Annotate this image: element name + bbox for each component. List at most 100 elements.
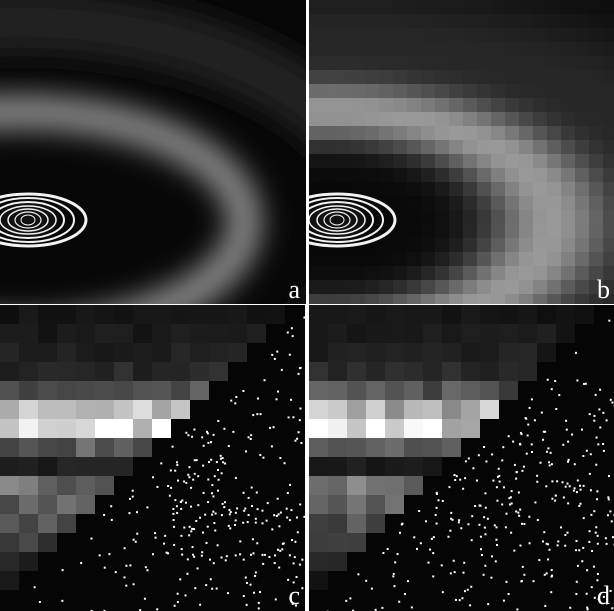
dot xyxy=(181,548,183,550)
dot xyxy=(176,512,178,514)
dot xyxy=(484,565,486,567)
block xyxy=(366,514,385,533)
dot xyxy=(365,580,367,582)
dot xyxy=(256,413,258,415)
dot xyxy=(202,465,204,467)
dot xyxy=(214,475,216,477)
dot xyxy=(275,598,277,600)
dot xyxy=(609,510,611,512)
dot xyxy=(125,585,127,587)
dot xyxy=(498,475,500,477)
pixel xyxy=(351,168,365,182)
dot xyxy=(544,574,546,576)
pixel xyxy=(561,168,575,182)
dot xyxy=(197,504,199,506)
pixel xyxy=(589,168,603,182)
pixel xyxy=(421,84,435,98)
pixel xyxy=(435,154,449,168)
dot xyxy=(278,567,280,569)
dot xyxy=(578,505,580,507)
dot xyxy=(587,608,589,610)
block xyxy=(328,324,347,343)
dot xyxy=(259,454,261,456)
dot xyxy=(194,587,196,589)
pixel xyxy=(561,154,575,168)
dot xyxy=(174,470,176,472)
block xyxy=(347,381,366,400)
dot xyxy=(230,511,232,513)
pixel xyxy=(533,14,547,28)
dot xyxy=(548,549,550,551)
pixel xyxy=(519,70,533,84)
dot xyxy=(450,518,452,520)
pixel xyxy=(323,168,337,182)
block xyxy=(0,514,19,533)
pixel xyxy=(351,280,365,294)
pixel xyxy=(449,70,463,84)
dot xyxy=(468,457,470,459)
dot xyxy=(188,476,190,478)
dot xyxy=(576,581,578,583)
pixel xyxy=(435,168,449,182)
dot xyxy=(529,407,531,409)
block xyxy=(190,381,209,400)
pixel xyxy=(491,56,505,70)
dot xyxy=(590,489,592,491)
block xyxy=(19,552,38,571)
pixel xyxy=(491,0,505,14)
pixel xyxy=(519,238,533,252)
dot xyxy=(484,492,486,494)
pixel xyxy=(505,252,519,266)
pixel xyxy=(463,126,477,140)
pixel xyxy=(435,98,449,112)
dot xyxy=(531,451,533,453)
dot xyxy=(217,420,219,422)
dot xyxy=(289,519,291,521)
dot xyxy=(291,509,293,511)
dot xyxy=(394,561,396,563)
pixel xyxy=(575,14,589,28)
dot xyxy=(605,537,607,539)
dot xyxy=(514,464,516,466)
pixel xyxy=(603,196,614,210)
dot xyxy=(485,507,487,509)
pixel xyxy=(533,280,547,294)
block xyxy=(366,419,385,438)
dot xyxy=(472,467,474,469)
block xyxy=(423,438,442,457)
pixel xyxy=(491,196,505,210)
pixel xyxy=(463,14,477,28)
dot xyxy=(258,607,260,609)
block xyxy=(57,400,76,419)
dot xyxy=(550,452,552,454)
dot xyxy=(230,400,232,402)
dot xyxy=(573,490,575,492)
pixel xyxy=(407,112,421,126)
dot xyxy=(235,396,237,398)
dot xyxy=(596,437,598,439)
dot xyxy=(62,569,64,571)
block xyxy=(57,362,76,381)
pixel xyxy=(575,28,589,42)
dot xyxy=(436,507,438,509)
dot xyxy=(299,503,301,505)
dot xyxy=(580,489,582,491)
pixel xyxy=(407,140,421,154)
block xyxy=(152,305,171,324)
pixel xyxy=(337,266,351,280)
block xyxy=(366,400,385,419)
pixel xyxy=(379,182,393,196)
pixel xyxy=(505,210,519,224)
dot xyxy=(594,597,596,599)
block xyxy=(385,419,404,438)
dot xyxy=(197,475,199,477)
block xyxy=(171,381,190,400)
dot xyxy=(274,358,276,360)
dot xyxy=(227,592,229,594)
pixel xyxy=(379,14,393,28)
block xyxy=(423,362,442,381)
dot xyxy=(125,565,127,567)
pixel xyxy=(421,126,435,140)
dot xyxy=(185,482,187,484)
dot xyxy=(398,601,400,603)
